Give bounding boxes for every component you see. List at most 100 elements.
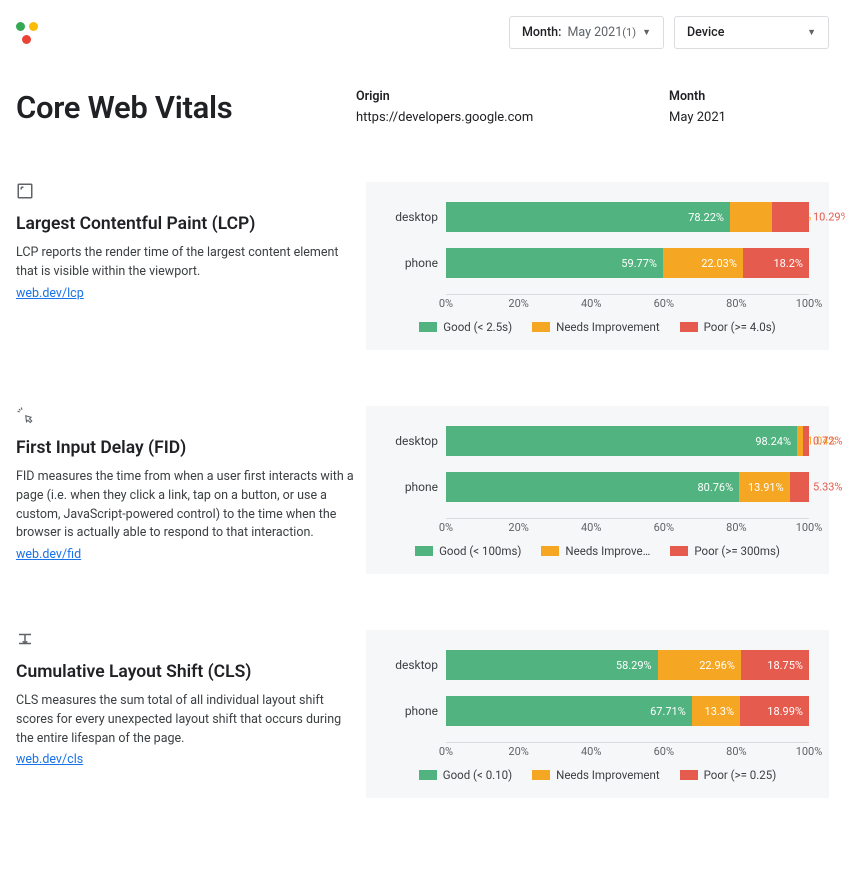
- chart-axis: 0%20%40%60%80%100%: [446, 294, 809, 312]
- axis-tick: 100%: [796, 521, 823, 534]
- bar-seg-poor: 5.33%: [790, 472, 809, 502]
- bar-seg-poor: 18.99%: [740, 696, 809, 726]
- month-selector-label: Month:: [522, 25, 561, 40]
- chevron-down-icon: ▼: [642, 27, 651, 38]
- legend-swatch: [670, 546, 688, 556]
- month-value: May 2021: [669, 110, 829, 125]
- bar-row-label: desktop: [386, 434, 446, 448]
- bar-seg-poor: 10.29%: [772, 202, 809, 232]
- legend-label: Poor (>= 4.0s): [704, 320, 776, 334]
- bar-seg-poor: 18.75%: [741, 650, 809, 680]
- bar-row: desktop58.29%22.96%18.75%: [386, 650, 809, 680]
- legend-swatch: [532, 770, 550, 780]
- bar-seg-ni: 22.03%: [663, 248, 743, 278]
- legend-label: Good (< 0.10): [443, 768, 512, 782]
- bar-row: desktop98.24%1.04%0.72%: [386, 426, 809, 456]
- chart-legend: Good (< 0.10)Needs ImprovementPoor (>= 0…: [386, 768, 809, 782]
- bar-row-label: desktop: [386, 210, 446, 224]
- axis-tick: 40%: [581, 297, 601, 310]
- axis-tick: 60%: [654, 745, 674, 758]
- legend-swatch: [415, 546, 433, 556]
- bar-track: 58.29%22.96%18.75%: [446, 650, 809, 680]
- legend-swatch: [532, 322, 550, 332]
- legend-label: Needs Improvement: [556, 320, 660, 334]
- metric-link[interactable]: web.dev/lcp: [16, 286, 84, 301]
- legend-item-ni: Needs Improvement: [532, 320, 660, 334]
- bar-seg-good: 80.76%: [446, 472, 739, 502]
- bar-row: phone59.77%22.03%18.2%: [386, 248, 809, 278]
- legend-item-ni: Needs Improve…: [541, 544, 650, 558]
- origin-label: Origin: [356, 89, 669, 104]
- axis-tick: 0%: [439, 745, 453, 758]
- bar-seg-good: 98.24%: [446, 426, 797, 456]
- metric-text: LCP reports the render time of the large…: [16, 244, 356, 282]
- metric-desc-lcp: Largest Contentful Paint (LCP) LCP repor…: [16, 182, 356, 350]
- legend-swatch: [680, 770, 698, 780]
- shift-icon: [16, 630, 34, 648]
- chart-fid: desktop98.24%1.04%0.72%phone80.76%13.91%…: [366, 406, 829, 574]
- chart-legend: Good (< 2.5s) Needs Improvement Poor (>= 4…: [386, 320, 809, 334]
- axis-tick: 80%: [726, 745, 746, 758]
- axis-tick: 60%: [654, 297, 674, 310]
- legend-item-poor: Poor (>= 300ms): [670, 544, 780, 558]
- chart-axis: 0%20%40%60%80%100%: [446, 518, 809, 536]
- chart-lcp: desktop78.22%11.49%10.29% phone59.77%22.0…: [366, 182, 829, 350]
- axis-tick: 40%: [581, 745, 601, 758]
- legend-item-good: Good (< 2.5s): [419, 320, 512, 334]
- month-selector[interactable]: Month: May 2021 (1) ▼: [509, 16, 664, 49]
- axis-tick: 80%: [726, 521, 746, 534]
- bar-track: 98.24%1.04%0.72%: [446, 426, 809, 456]
- axis-tick: 80%: [726, 297, 746, 310]
- bar-seg-ni: 22.96%: [658, 650, 741, 680]
- month-block: Month May 2021: [669, 89, 829, 126]
- month-selector-count: (1): [622, 26, 636, 39]
- bar-seg-good: 67.71%: [446, 696, 692, 726]
- frame-icon: [16, 182, 34, 200]
- legend-swatch: [680, 322, 698, 332]
- origin-block: Origin https://developers.google.com: [356, 89, 669, 126]
- legend-label: Needs Improvement: [556, 768, 660, 782]
- metric-link[interactable]: web.dev/fid: [16, 547, 81, 562]
- metric-text: CLS measures the sum total of all indivi…: [16, 692, 356, 748]
- bar-row: phone67.71%13.3%18.99%: [386, 696, 809, 726]
- legend-label: Good (< 2.5s): [443, 320, 512, 334]
- metric-link[interactable]: web.dev/cls: [16, 752, 83, 767]
- header: Core Web Vitals Origin https://developer…: [16, 89, 829, 126]
- metric-desc-cls: Cumulative Layout Shift (CLS) CLS measur…: [16, 630, 356, 798]
- legend-item-good: Good (< 0.10): [419, 768, 512, 782]
- metric-section-lcp: Largest Contentful Paint (LCP) LCP repor…: [16, 182, 829, 350]
- origin-value: https://developers.google.com: [356, 110, 669, 125]
- selectors: Month: May 2021 (1) ▼ Device ▼: [509, 16, 829, 49]
- legend-swatch: [419, 770, 437, 780]
- metric-section-fid: First Input Delay (FID) FID measures the…: [16, 406, 829, 574]
- bar-track: 67.71%13.3%18.99%: [446, 696, 809, 726]
- metric-section-cls: Cumulative Layout Shift (CLS) CLS measur…: [16, 630, 829, 798]
- axis-tick: 20%: [508, 521, 528, 534]
- metric-title: Largest Contentful Paint (LCP): [16, 214, 356, 234]
- bar-seg-poor: 0.72%: [803, 426, 809, 456]
- legend-label: Needs Improve…: [565, 544, 650, 558]
- bar-seg-value: 0.72%: [813, 435, 843, 448]
- metric-title: First Input Delay (FID): [16, 438, 356, 458]
- legend-item-good: Good (< 100ms): [415, 544, 521, 558]
- logo: [16, 22, 38, 44]
- bar-row-label: phone: [386, 704, 446, 718]
- axis-tick: 40%: [581, 521, 601, 534]
- bar-row-label: desktop: [386, 658, 446, 672]
- click-icon: [16, 406, 34, 424]
- chart-cls: desktop58.29%22.96%18.75% phone67.71%13.3…: [366, 630, 829, 798]
- metric-desc-fid: First Input Delay (FID) FID measures the…: [16, 406, 356, 574]
- axis-tick: 20%: [508, 297, 528, 310]
- month-label: Month: [669, 89, 829, 104]
- bar-row-label: phone: [386, 480, 446, 494]
- metric-text: FID measures the time from when a user f…: [16, 468, 356, 543]
- device-selector-label: Device: [687, 25, 724, 40]
- axis-tick: 60%: [654, 521, 674, 534]
- bar-seg-value: 5.33%: [813, 481, 843, 494]
- device-selector[interactable]: Device ▼: [674, 16, 829, 49]
- axis-tick: 0%: [439, 297, 453, 310]
- bar-seg-poor: 18.2%: [743, 248, 809, 278]
- legend-label: Poor (>= 300ms): [694, 544, 780, 558]
- bar-row: desktop78.22%11.49%10.29%: [386, 202, 809, 232]
- bar-track: 59.77%22.03%18.2%: [446, 248, 809, 278]
